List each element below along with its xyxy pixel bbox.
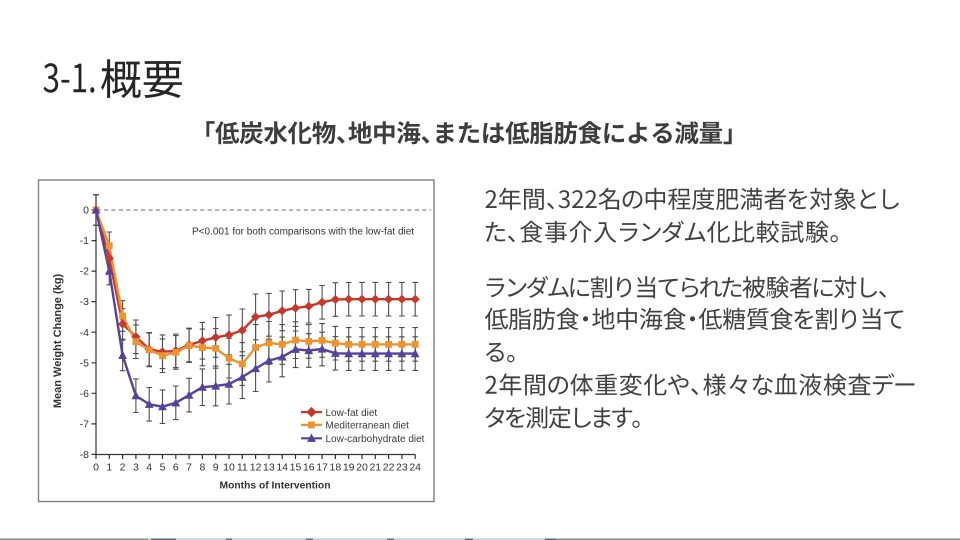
svg-text:23: 23 [396,462,408,474]
svg-text:8: 8 [199,462,205,474]
svg-text:11: 11 [237,462,248,474]
svg-text:-1: -1 [80,235,89,247]
svg-text:16: 16 [303,462,315,474]
svg-text:1: 1 [106,462,112,474]
svg-text:-3: -3 [80,296,89,308]
svg-text:5: 5 [160,462,166,474]
svg-text:2: 2 [120,462,126,474]
svg-text:Mean Weight Change (kg): Mean Weight Change (kg) [52,274,64,409]
svg-text:-6: -6 [80,388,89,400]
svg-text:15: 15 [290,462,302,474]
svg-text:0: 0 [93,462,99,474]
svg-text:Low-fat diet: Low-fat diet [326,408,378,419]
svg-text:Mediterranean diet: Mediterranean diet [326,421,410,432]
svg-text:12: 12 [250,462,262,474]
svg-text:21: 21 [369,462,381,474]
svg-text:17: 17 [316,462,328,474]
svg-text:-5: -5 [80,357,89,369]
svg-text:0: 0 [83,205,89,217]
svg-text:20: 20 [356,462,368,474]
svg-text:19: 19 [343,462,355,474]
svg-text:-4: -4 [80,327,89,339]
svg-text:-7: -7 [80,419,89,431]
svg-text:10: 10 [223,462,235,474]
svg-text:-8: -8 [80,449,89,461]
svg-text:22: 22 [383,462,395,474]
svg-text:24: 24 [409,462,421,474]
svg-text:3: 3 [133,462,139,474]
svg-text:P<0.001 for both comparisons w: P<0.001 for both comparisons with the lo… [192,227,414,238]
svg-text:4: 4 [146,462,152,474]
svg-text:13: 13 [263,462,275,474]
svg-text:Low-carbohydrate diet: Low-carbohydrate diet [326,434,425,445]
svg-text:-2: -2 [80,266,89,278]
svg-text:7: 7 [186,462,192,474]
svg-text:Months of Intervention: Months of Intervention [220,481,331,492]
svg-text:9: 9 [213,462,219,474]
svg-text:6: 6 [173,462,179,474]
svg-text:18: 18 [330,462,342,474]
svg-text:14: 14 [276,462,288,474]
